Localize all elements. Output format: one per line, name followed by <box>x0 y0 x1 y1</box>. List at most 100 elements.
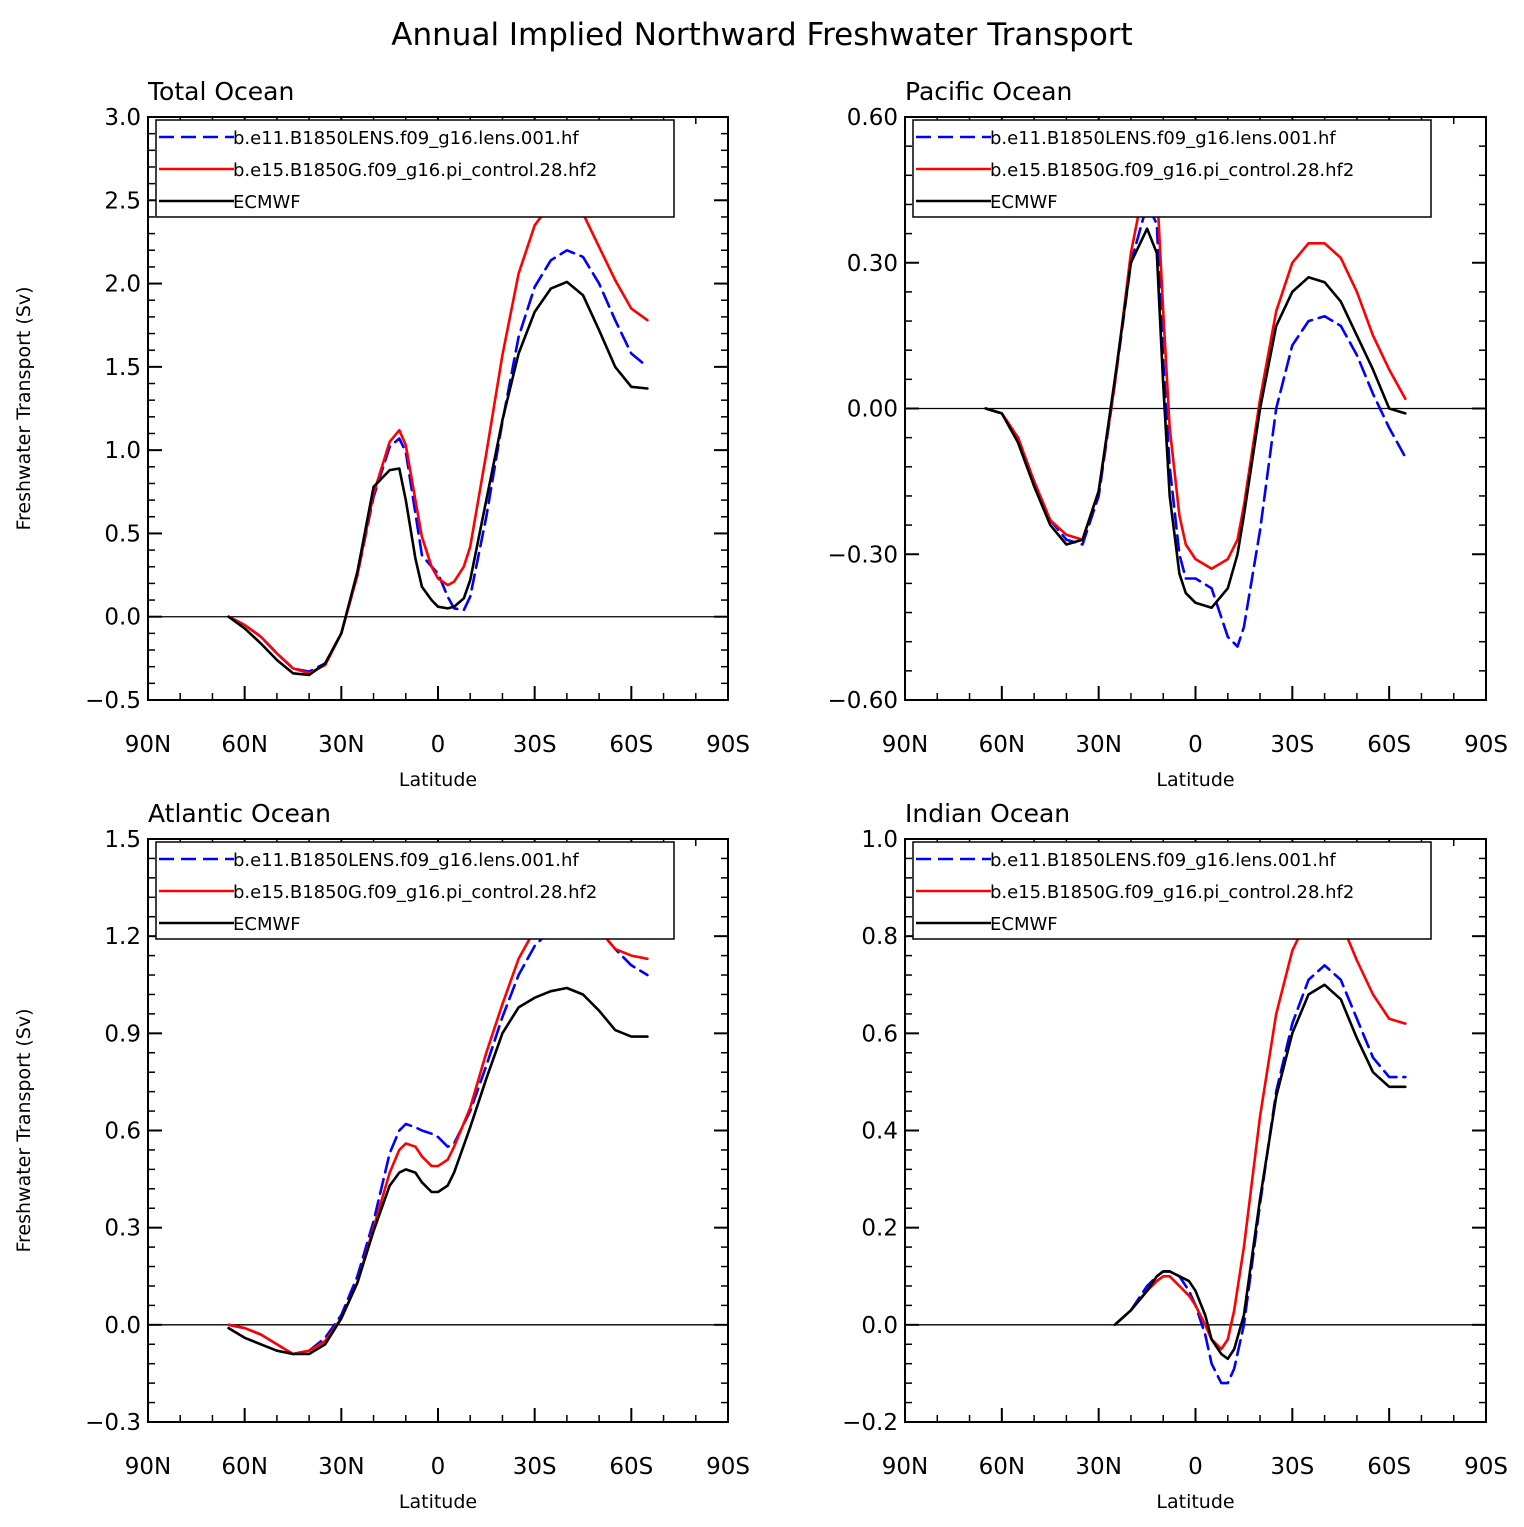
legend-label: ECMWF <box>233 192 301 213</box>
series-line-b-e15-b1850g-f09-g16-pi-control-28-hf2 <box>227 899 649 1356</box>
x-tick-label: 90S <box>706 1454 750 1480</box>
series-line-b-e11-b1850lens-f09-g16-lens-001-hf <box>227 249 649 674</box>
x-axis-label: Latitude <box>399 1491 477 1513</box>
legend-box <box>912 841 1432 940</box>
y-tick-label: 1.2 <box>104 924 141 950</box>
y-tick-label: −0.3 <box>85 1410 141 1436</box>
y-tick-label: 0.30 <box>847 251 898 277</box>
x-tick-label: 30N <box>318 1454 364 1480</box>
series-line-b-e11-b1850lens-f09-g16-lens-001-hf <box>1113 963 1407 1385</box>
x-tick-label: 30S <box>1270 1454 1314 1480</box>
x-axis-label: Latitude <box>399 769 477 791</box>
x-tick-label: 90N <box>125 1454 171 1480</box>
series-line-b-e11-b1850lens-f09-g16-lens-001-hf <box>984 203 1407 648</box>
panel-atlantic-ocean: Atlantic Ocean −0.3 0.0 0.3 0.6 0.9 1.2 1.5 90N 6… <box>13 799 750 1513</box>
x-tick-label: 30S <box>513 1454 557 1480</box>
panel-total-ocean: Total Ocean −0.5 0.0 0.5 1.0 1.5 2.0 2.5 3.0 90N 6… <box>13 77 750 791</box>
y-tick-label: 0.0 <box>104 1313 141 1339</box>
y-tick-label: 0.3 <box>104 1216 141 1242</box>
series-line-b-e11-b1850lens-f09-g16-lens-001-hf <box>227 915 649 1356</box>
y-tick-label: −0.60 <box>828 688 898 714</box>
y-tick-label: 1.0 <box>861 827 898 853</box>
legend-box <box>155 841 675 940</box>
x-tick-label: 30N <box>318 732 364 758</box>
x-tick-label: 90N <box>882 1454 928 1480</box>
y-tick-label: 2.5 <box>104 188 141 214</box>
x-tick-label: 60S <box>1367 1454 1411 1480</box>
x-tick-label: 0 <box>431 732 446 758</box>
legend-label: ECMWF <box>233 914 301 935</box>
legend-label: b.e11.B1850LENS.f09_g16.lens.001.hf <box>233 850 579 871</box>
y-axis-label: Freshwater Transport (Sv) <box>13 286 35 530</box>
x-tick-label: 90N <box>882 732 928 758</box>
series-line-ecmwf <box>1113 983 1407 1361</box>
x-tick-label: 60N <box>221 732 267 758</box>
legend-label: b.e11.B1850LENS.f09_g16.lens.001.hf <box>990 850 1336 871</box>
series-line-b-e15-b1850g-f09-g16-pi-control-28-hf2 <box>984 169 1407 571</box>
y-tick-label: 0.0 <box>861 1313 898 1339</box>
x-tick-label: 60N <box>979 1454 1025 1480</box>
legend: b.e11.B1850LENS.f09_g16.lens.001.hf b.e15… <box>912 119 1432 218</box>
legend: b.e11.B1850LENS.f09_g16.lens.001.hf b.e15… <box>155 119 675 218</box>
y-tick-label: 0.9 <box>104 1021 141 1047</box>
x-tick-label: 0 <box>1188 732 1203 758</box>
series-line-b-e15-b1850g-f09-g16-pi-control-28-hf2 <box>1113 905 1407 1351</box>
y-axis-label: Freshwater Transport (Sv) <box>13 1008 35 1252</box>
panel-title: Pacific Ocean <box>905 77 1072 106</box>
legend: b.e11.B1850LENS.f09_g16.lens.001.hf b.e15… <box>912 841 1432 940</box>
panel-title: Atlantic Ocean <box>148 799 331 828</box>
series-line-b-e15-b1850g-f09-g16-pi-control-28-hf2 <box>227 197 649 675</box>
y-tick-label: 2.0 <box>104 272 141 298</box>
legend-label: b.e15.B1850G.f09_g16.pi_control.28.hf2 <box>233 160 597 181</box>
legend: b.e11.B1850LENS.f09_g16.lens.001.hf b.e15… <box>155 841 675 940</box>
series-line-ecmwf <box>984 227 1407 610</box>
legend-label: b.e15.B1850G.f09_g16.pi_control.28.hf2 <box>990 882 1354 903</box>
legend-label: b.e15.B1850G.f09_g16.pi_control.28.hf2 <box>233 882 597 903</box>
legend-label: b.e11.B1850LENS.f09_g16.lens.001.hf <box>233 128 579 149</box>
x-tick-label: 30N <box>1075 732 1121 758</box>
x-tick-label: 90N <box>125 732 171 758</box>
y-tick-label: 0.8 <box>861 924 898 950</box>
x-tick-label: 90S <box>706 732 750 758</box>
panel-title: Total Ocean <box>147 77 294 106</box>
legend-box <box>155 119 675 218</box>
panel-indian-ocean: Indian Ocean −0.2 0.0 0.2 0.4 0.6 0.8 1.0 90N 60N… <box>842 799 1508 1513</box>
y-tick-label: 0.6 <box>861 1021 898 1047</box>
y-tick-label: 3.0 <box>104 105 141 131</box>
x-tick-label: 30S <box>513 732 557 758</box>
y-tick-label: 0.2 <box>861 1216 898 1242</box>
y-tick-label: 0.00 <box>847 397 898 423</box>
panel-pacific-ocean: Pacific Ocean −0.60 −0.30 0.00 0.30 0.60 90N 60… <box>828 77 1508 791</box>
x-tick-label: 60N <box>221 1454 267 1480</box>
y-tick-label: 1.5 <box>104 355 141 381</box>
y-tick-label: 0.4 <box>861 1119 898 1145</box>
figure-title: Annual Implied Northward Freshwater Tran… <box>391 17 1132 53</box>
x-tick-label: 60S <box>609 1454 653 1480</box>
legend-label: ECMWF <box>990 914 1058 935</box>
x-tick-label: 60S <box>609 732 653 758</box>
x-tick-label: 30S <box>1270 732 1314 758</box>
x-axis-label: Latitude <box>1156 769 1234 791</box>
legend-label: b.e15.B1850G.f09_g16.pi_control.28.hf2 <box>990 160 1354 181</box>
y-tick-label: −0.2 <box>842 1410 898 1436</box>
panel-title: Indian Ocean <box>905 799 1070 828</box>
y-tick-label: 1.0 <box>104 438 141 464</box>
x-tick-label: 0 <box>1188 1454 1203 1480</box>
x-tick-label: 60S <box>1367 732 1411 758</box>
y-tick-label: −0.30 <box>828 542 898 568</box>
x-axis-label: Latitude <box>1156 1491 1234 1513</box>
legend-label: ECMWF <box>990 192 1058 213</box>
y-tick-label: 0.6 <box>104 1119 141 1145</box>
y-tick-label: −0.5 <box>85 688 141 714</box>
legend-box <box>912 119 1432 218</box>
series-line-ecmwf <box>227 280 649 677</box>
y-tick-label: 0.5 <box>104 521 141 547</box>
x-tick-label: 60N <box>979 732 1025 758</box>
y-tick-label: 0.0 <box>104 605 141 631</box>
y-tick-label: 0.60 <box>847 105 898 131</box>
x-tick-label: 0 <box>431 1454 446 1480</box>
x-tick-label: 90S <box>1464 1454 1508 1480</box>
series-line-ecmwf <box>227 986 649 1356</box>
panels: Total Ocean −0.5 0.0 0.5 1.0 1.5 2.0 2.5 3.0 90N 6… <box>13 77 1508 1513</box>
